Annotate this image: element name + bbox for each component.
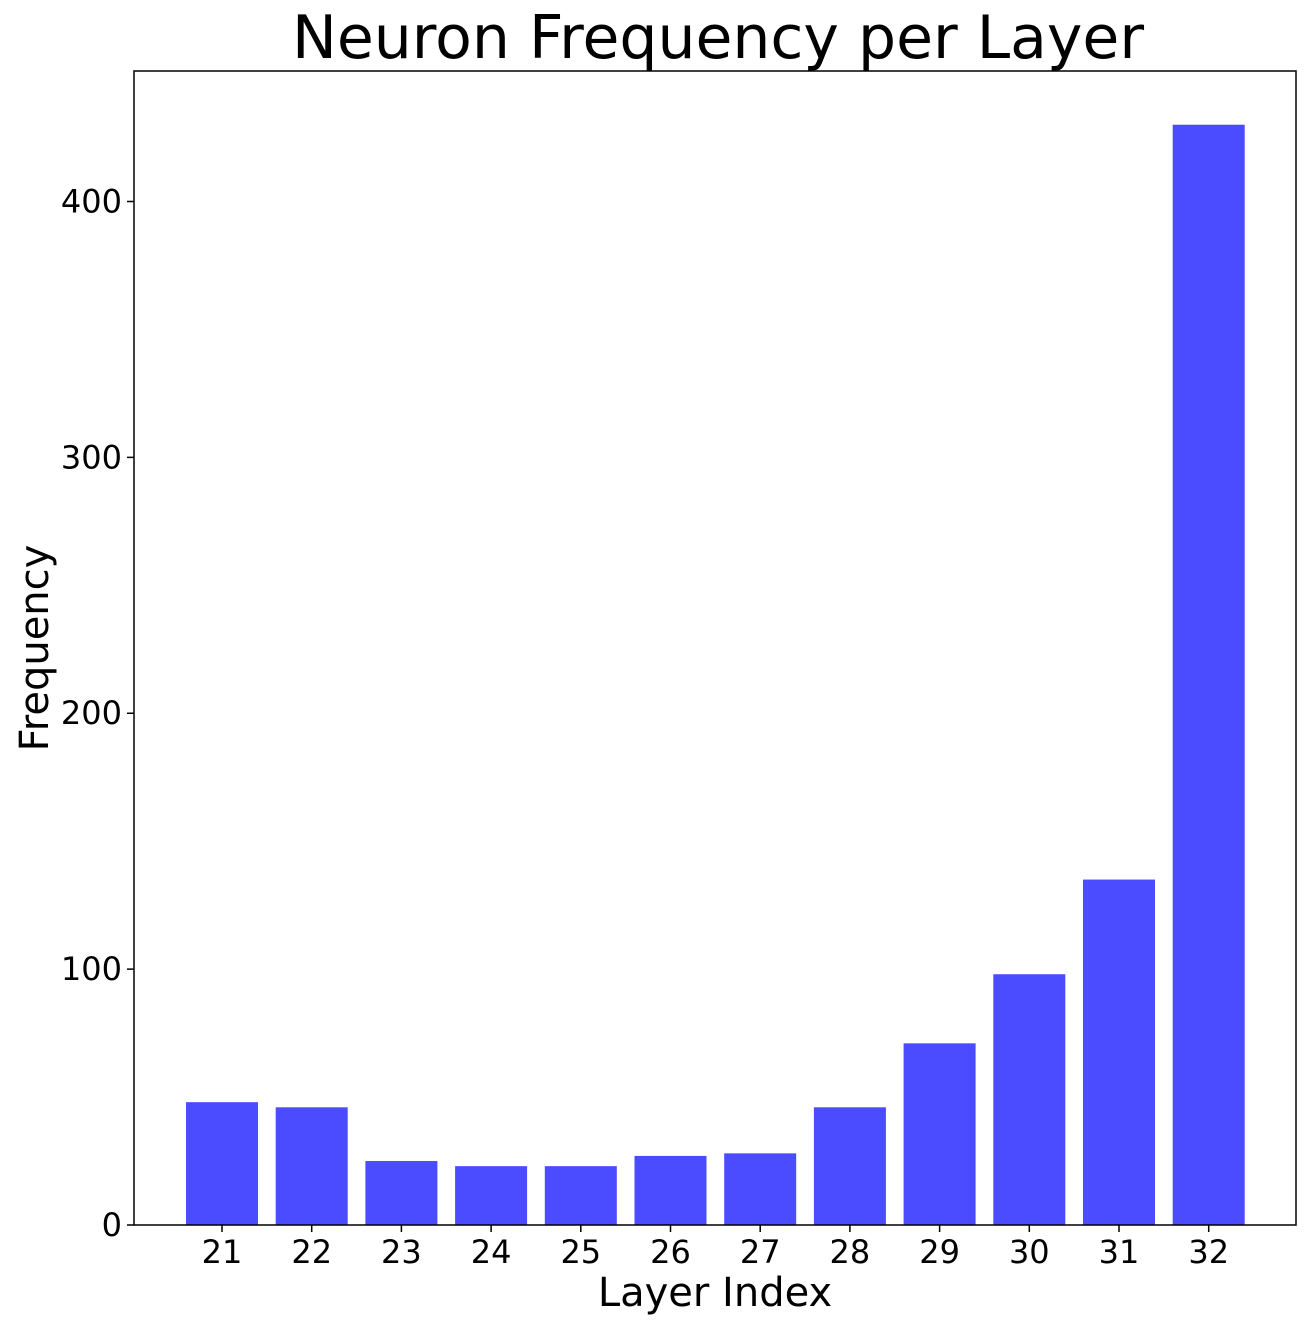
y-axis-ticks: 0 100 200 300 400 (61, 182, 134, 1244)
x-tick-label: 21 (202, 1233, 243, 1271)
chart-title: Neuron Frequency per Layer (292, 3, 1144, 73)
bar-layer-29 (903, 1043, 976, 1225)
x-tick-label: 23 (381, 1233, 422, 1271)
bar-layer-30 (993, 974, 1066, 1225)
y-tick-label: 200 (61, 694, 122, 732)
x-tick-label: 30 (1009, 1233, 1050, 1271)
x-tick-label: 27 (740, 1233, 781, 1271)
x-tick-label: 26 (650, 1233, 691, 1271)
bar-layer-24 (455, 1166, 528, 1225)
bar-layer-21 (186, 1102, 258, 1225)
bar-layer-23 (365, 1161, 438, 1225)
y-tick-label: 0 (102, 1206, 122, 1244)
x-tick-label: 24 (471, 1233, 512, 1271)
bar-layer-22 (275, 1107, 348, 1225)
x-tick-label: 28 (830, 1233, 871, 1271)
bar-layer-31 (1083, 879, 1155, 1225)
x-tick-label: 25 (560, 1233, 601, 1271)
x-axis-label: Layer Index (598, 1270, 832, 1316)
bars-group (186, 124, 1245, 1226)
plot-frame (133, 70, 1297, 1226)
x-tick-label: 32 (1188, 1233, 1229, 1271)
y-tick-label: 100 (61, 950, 122, 988)
y-tick-label: 400 (61, 182, 122, 220)
x-axis-ticks: 21 22 23 24 25 26 27 28 29 30 31 32 (202, 1225, 1229, 1271)
bar-layer-28 (813, 1107, 886, 1225)
x-tick-label: 31 (1099, 1233, 1140, 1271)
y-tick-label: 300 (61, 438, 122, 476)
x-tick-label: 22 (291, 1233, 332, 1271)
y-axis-label: Frequency (12, 545, 58, 752)
x-tick-label: 29 (919, 1233, 960, 1271)
bar-layer-25 (544, 1166, 617, 1225)
bar-layer-26 (634, 1155, 707, 1225)
bar-layer-32 (1172, 124, 1245, 1226)
bar-layer-27 (724, 1153, 797, 1225)
